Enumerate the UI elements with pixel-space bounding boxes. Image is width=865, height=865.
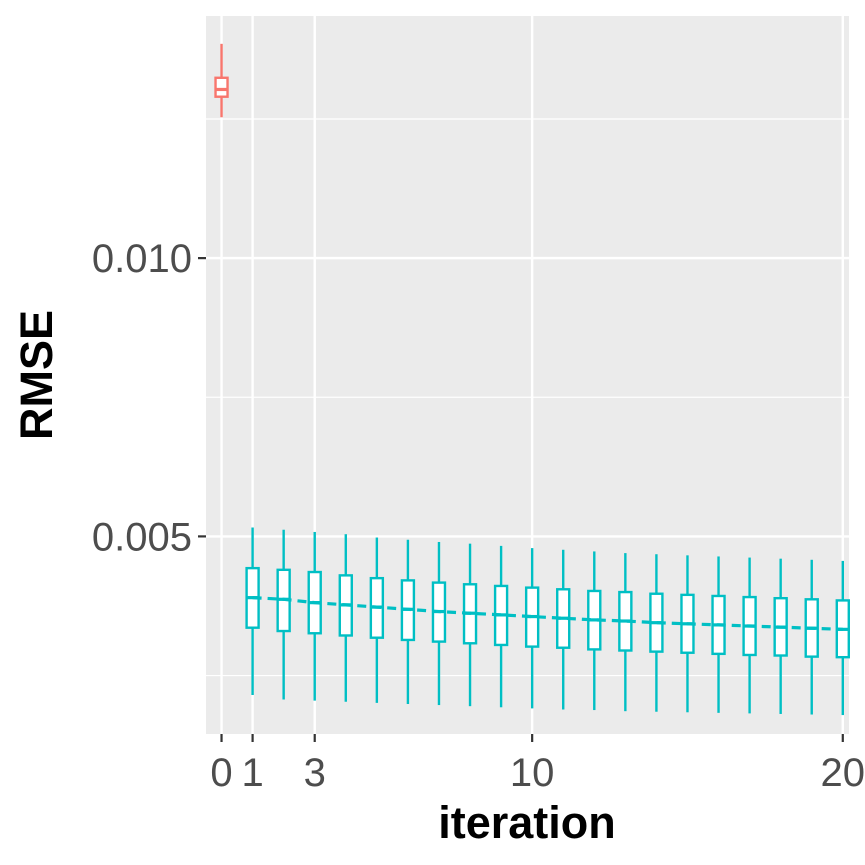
- x-tick-label-3: 10: [510, 751, 555, 795]
- x-axis-title: iteration: [438, 797, 616, 848]
- median-trend-polyline: [252, 596, 843, 631]
- y-axis-title: RMSE: [11, 310, 62, 440]
- minor-gridlines: [206, 118, 849, 677]
- box-baseline-0: [214, 43, 229, 118]
- y-tick-label-1: 0.010: [92, 237, 192, 281]
- x-axis: 0 1 3 10 20: [210, 734, 865, 795]
- y-tick-label-0: 0.005: [92, 515, 192, 559]
- y-axis: 0.005 0.010: [92, 237, 206, 559]
- x-tick-label-1: 1: [241, 751, 263, 795]
- median-trend-line: [252, 596, 843, 631]
- box-iqr-0: [214, 76, 229, 98]
- x-tick-label-4: 20: [821, 751, 865, 795]
- x-tick-label-2: 3: [304, 751, 326, 795]
- x-tick-label-0: 0: [210, 751, 232, 795]
